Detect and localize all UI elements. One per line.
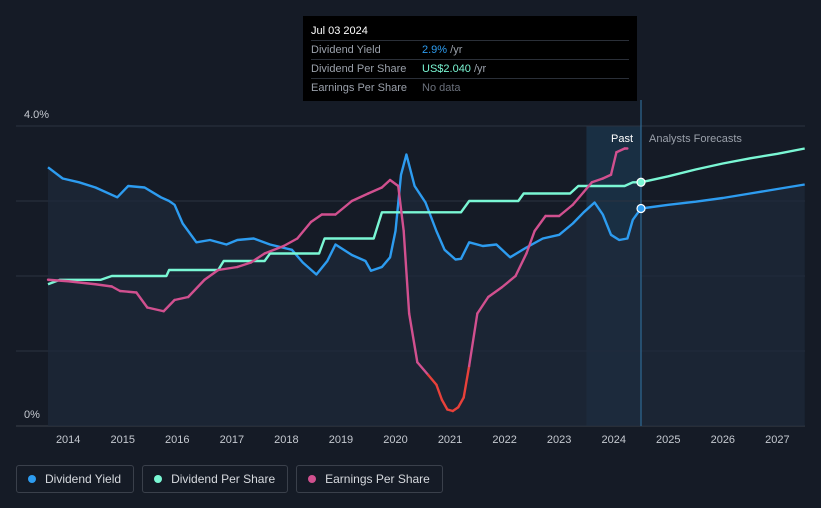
legend-dot-icon (28, 475, 36, 483)
legend-dot-icon (154, 475, 163, 483)
earnings-per-share-segment (350, 192, 370, 203)
x-tick-label: 2020 (383, 434, 407, 446)
x-tick-label: 2025 (656, 434, 680, 446)
earnings-per-share-segment (94, 283, 114, 288)
tooltip-label: Dividend Per Share (311, 63, 407, 75)
y-tick-label: 0% (24, 409, 40, 421)
tooltip-value: 2.9% (422, 44, 448, 56)
earnings-per-share-segment (402, 229, 411, 315)
x-tick-label: 2024 (601, 434, 625, 446)
tooltip-label: Dividend Yield (311, 44, 381, 56)
past-label: Past (611, 133, 633, 145)
earnings-per-share-segment (380, 178, 392, 189)
legend-label: Earnings Per Share (325, 472, 430, 486)
earnings-per-share-segment (440, 398, 449, 411)
legend-dot-icon (308, 475, 317, 483)
earnings-per-share-segment (334, 199, 354, 216)
legend-label: Dividend Yield (45, 472, 122, 486)
tooltip-unit: /yr (447, 44, 463, 56)
earnings-per-share-segment (282, 237, 299, 248)
earnings-per-share-segment (615, 147, 626, 154)
earnings-per-share-segment (203, 268, 220, 281)
x-tick-label: 2019 (329, 434, 353, 446)
earnings-per-share-segment (487, 286, 504, 299)
y-tick-label: 4.0% (24, 109, 49, 121)
dividend-per-share-marker (636, 177, 646, 187)
earnings-per-share-segment (427, 373, 438, 386)
earnings-per-share-segment (407, 312, 419, 364)
earnings-per-share-segment (187, 278, 206, 299)
x-tick-label: 2018 (274, 434, 298, 446)
chart-tooltip: Jul 03 2024 Dividend Yield 2.9% /yr Divi… (303, 16, 637, 101)
earnings-per-share-segment (590, 177, 605, 184)
legend-item-dividend-yield[interactable]: Dividend Yield (16, 465, 135, 493)
x-tick-label: 2026 (711, 434, 735, 446)
earnings-per-share-segment (46, 278, 70, 283)
earnings-per-share-segment (476, 295, 490, 315)
earnings-per-share-segment (557, 203, 575, 218)
legend-item-earnings-per-share[interactable]: Earnings Per Share (296, 465, 443, 493)
earnings-per-share-segment (435, 383, 444, 401)
earnings-per-share-segment (462, 364, 471, 399)
earnings-per-share-segment (135, 291, 149, 309)
earnings-per-share-segment (263, 244, 285, 255)
earnings-per-share-segment (173, 295, 190, 302)
chart-legend: Dividend Yield Dividend Per Share Earnin… (16, 465, 443, 493)
earnings-per-share-segment (367, 186, 384, 195)
x-tick-label: 2021 (438, 434, 462, 446)
earnings-per-share-segment (146, 306, 165, 313)
earnings-per-share-segment (118, 289, 138, 294)
forecast-label: Analysts Forecasts (649, 133, 742, 145)
x-tick-label: 2014 (56, 434, 80, 446)
dividend-per-share-line (47, 147, 805, 286)
earnings-per-share-segment (236, 261, 253, 269)
x-tick-label: 2022 (492, 434, 516, 446)
legend-label: Dividend Per Share (171, 472, 276, 486)
earnings-per-share-segment (609, 151, 618, 176)
earnings-per-share-segment (533, 214, 547, 233)
tooltip-value: No data (422, 82, 461, 94)
earnings-per-share-segment (249, 252, 266, 264)
x-tick-label: 2016 (165, 434, 189, 446)
earnings-per-share-segment (525, 229, 536, 255)
earnings-per-share-segment (162, 298, 176, 313)
earnings-per-share-segment (457, 396, 465, 409)
earnings-per-share-segment (571, 190, 585, 206)
tooltip-unit: /yr (470, 63, 487, 75)
earnings-per-share-segment (467, 312, 479, 368)
earnings-per-share-segment (388, 178, 400, 188)
earnings-per-share-segment (582, 181, 594, 194)
earnings-per-share-segment (416, 361, 430, 377)
earnings-per-share-segment (397, 184, 405, 233)
dividend-yield-marker (636, 203, 646, 214)
earnings-per-share-segment (66, 280, 97, 286)
earnings-per-share-segment (500, 274, 517, 289)
x-tick-label: 2023 (547, 434, 571, 446)
x-tick-label: 2017 (220, 434, 244, 446)
earnings-per-share-segment (110, 285, 122, 293)
earnings-per-share-segment (601, 173, 613, 180)
x-tick-label: 2027 (765, 434, 789, 446)
tooltip-value: US$2.040 (422, 63, 471, 75)
dividend-yield-line (47, 153, 805, 276)
tooltip-row-earnings-per-share: Earnings Per Share No data (311, 79, 629, 97)
legend-item-dividend-per-share[interactable]: Dividend Per Share (142, 465, 289, 493)
tooltip-date: Jul 03 2024 (311, 22, 629, 41)
earnings-per-share-segment (217, 265, 239, 272)
tooltip-row-dividend-per-share: Dividend Per Share US$2.040 /yr (311, 60, 629, 79)
earnings-per-share-segment (296, 220, 313, 240)
x-tick-label: 2015 (110, 434, 134, 446)
tooltip-label: Earnings Per Share (311, 82, 407, 94)
earnings-per-share-segment (309, 213, 324, 224)
dividend-yield-area (48, 154, 805, 426)
earnings-per-share-segment (514, 252, 528, 278)
tooltip-row-dividend-yield: Dividend Yield 2.9% /yr (311, 41, 629, 60)
